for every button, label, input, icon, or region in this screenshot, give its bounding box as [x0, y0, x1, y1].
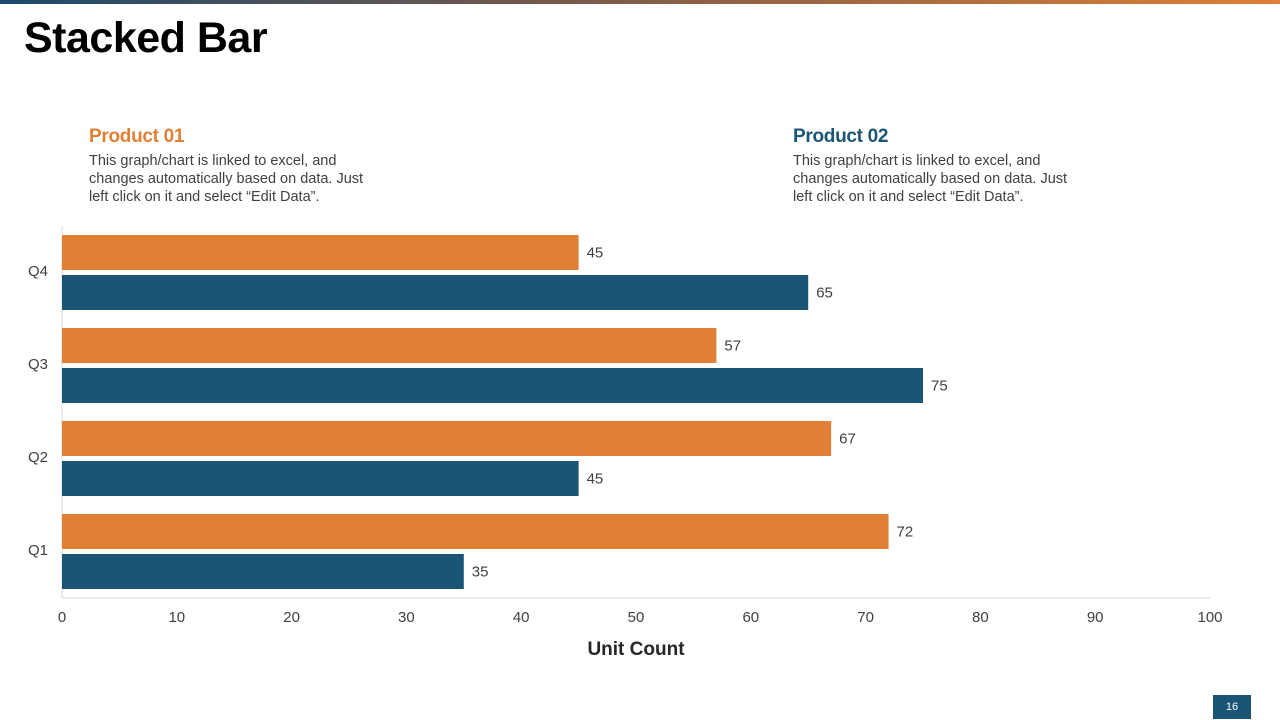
bar-q4-product-02: [62, 275, 809, 310]
x-tick-label: 20: [283, 609, 300, 626]
legend-product-01-description: This graph/chart is linked to excel, and…: [89, 153, 364, 205]
bar-q3-product-02: [62, 368, 923, 403]
x-tick-label: 80: [972, 609, 989, 626]
data-label: 45: [587, 245, 604, 262]
data-label: 65: [816, 285, 833, 302]
legend-product-01: Product 01 This graph/chart is linked to…: [89, 126, 389, 206]
page-number: 16: [1213, 695, 1251, 719]
data-label: 35: [472, 564, 489, 581]
x-tick-label: 30: [398, 609, 415, 626]
data-label: 67: [839, 431, 856, 448]
y-category-label: Q3: [28, 356, 48, 373]
bar-q2-product-02: [62, 461, 579, 496]
x-tick-label: 0: [58, 609, 66, 626]
x-axis-title: Unit Count: [587, 639, 685, 660]
bar-q4-product-01: [62, 235, 579, 270]
x-tick-label: 90: [1087, 609, 1104, 626]
data-label: 57: [724, 338, 741, 355]
bar-q3-product-01: [62, 328, 717, 363]
slide-title: Stacked Bar: [24, 14, 268, 62]
x-tick-label: 60: [742, 609, 759, 626]
data-label: 72: [897, 524, 914, 541]
legend-product-02-description: This graph/chart is linked to excel, and…: [793, 153, 1068, 205]
y-category-label: Q2: [28, 449, 48, 466]
x-tick-label: 50: [628, 609, 645, 626]
x-tick-label: 70: [857, 609, 874, 626]
y-category-label: Q1: [28, 542, 48, 559]
legend-product-02-heading: Product 02: [793, 126, 889, 147]
data-label: 75: [931, 378, 948, 395]
legend-product-01-heading: Product 01: [89, 126, 185, 147]
legend-product-02: Product 02 This graph/chart is linked to…: [793, 126, 1093, 206]
y-category-label: Q4: [28, 263, 48, 280]
bar-q1-product-01: [62, 514, 889, 549]
x-tick-label: 100: [1197, 609, 1222, 626]
x-tick-label: 10: [168, 609, 185, 626]
data-label: 45: [587, 471, 604, 488]
x-tick-label: 40: [513, 609, 530, 626]
bar-q1-product-02: [62, 554, 464, 589]
bar-q2-product-01: [62, 421, 832, 456]
top-accent-strip: [0, 0, 1280, 4]
